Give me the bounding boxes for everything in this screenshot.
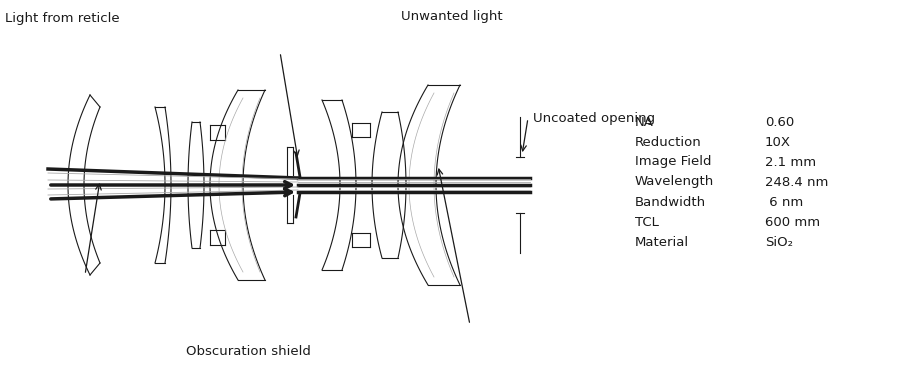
Text: 248.4 nm: 248.4 nm	[765, 175, 828, 188]
Text: Uncoated opening: Uncoated opening	[533, 112, 655, 125]
Text: 2.1 mm: 2.1 mm	[765, 155, 816, 168]
Text: 6 nm: 6 nm	[765, 195, 803, 209]
Text: NA: NA	[635, 115, 654, 128]
Text: Light from reticle: Light from reticle	[5, 12, 120, 25]
Text: TCL: TCL	[635, 215, 659, 229]
Text: 10X: 10X	[765, 135, 791, 148]
Text: SiO₂: SiO₂	[765, 235, 793, 249]
Text: Reduction: Reduction	[635, 135, 702, 148]
Text: Bandwidth: Bandwidth	[635, 195, 707, 209]
Text: 600 mm: 600 mm	[765, 215, 820, 229]
Text: Wavelength: Wavelength	[635, 175, 714, 188]
Text: Unwanted light: Unwanted light	[401, 10, 503, 23]
Text: Image Field: Image Field	[635, 155, 711, 168]
Text: Obscuration shield: Obscuration shield	[186, 345, 311, 358]
Text: 0.60: 0.60	[765, 115, 794, 128]
Text: Material: Material	[635, 235, 689, 249]
